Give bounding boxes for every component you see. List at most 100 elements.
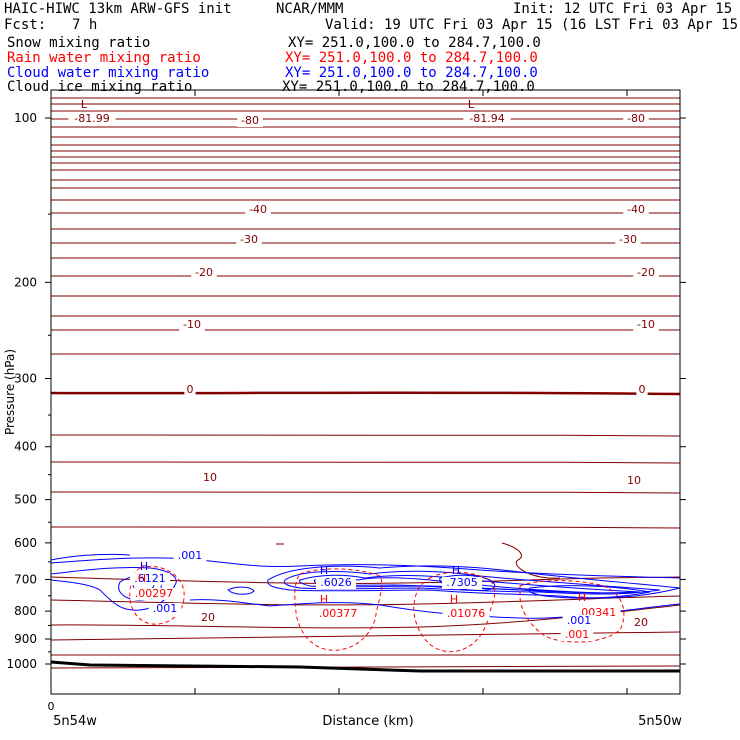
org-label: NCAR/MMM <box>276 1 344 17</box>
y-tick-label: 800 <box>14 604 37 618</box>
isotherm-label-bg <box>200 472 220 484</box>
forecast-label: Fcst: <box>4 17 47 33</box>
extremum-value: .01076 <box>447 607 486 620</box>
extremum-value-bg <box>442 608 490 620</box>
extremum-value-bg <box>442 577 482 589</box>
isotherm-label: -10 <box>637 318 655 331</box>
isotherm-label-bg <box>237 115 263 127</box>
y-tick-label: 500 <box>14 493 37 507</box>
extremum-marker: H <box>138 572 146 585</box>
isotherm-lines <box>50 97 681 529</box>
y-tick-label: 200 <box>14 275 37 289</box>
isotherm-line <box>50 461 681 464</box>
isotherm-label: -20 <box>195 266 213 279</box>
field-name-cloud-water: Cloud water mixing ratio <box>7 65 210 81</box>
y-tick-label: 1000 <box>6 657 37 671</box>
field-name-cloud-ice: Cloud ice mixing ratio <box>7 79 193 95</box>
field-name-snow: Snow mixing ratio <box>7 35 151 51</box>
isotherm-label-bg <box>633 267 659 279</box>
x-left-location-label: 5n54w <box>53 714 97 729</box>
isotherm-label: 10 <box>203 471 217 484</box>
extremum-value-bg <box>314 608 362 620</box>
forecast-hour: 7 h <box>72 17 98 33</box>
isotherm-label-bg <box>184 384 196 396</box>
isotherm-label-bg <box>236 234 262 246</box>
x-right-location-label: 5n50w <box>638 714 682 729</box>
y-tick-label: 100 <box>14 111 37 125</box>
isotherm-line <box>50 434 681 437</box>
x-axis-title: Distance (km) <box>322 714 413 729</box>
extremum-value-bg <box>68 113 116 125</box>
isotherm-label: -80 <box>241 114 259 127</box>
y-tick-label: 700 <box>14 572 37 586</box>
isotherm-label: 10 <box>627 474 641 487</box>
freezing-level-line <box>50 391 681 396</box>
x-start-tick-label: 0 <box>48 700 55 713</box>
isotherm-label-bg <box>245 204 271 216</box>
isotherm-label: -10 <box>183 318 201 331</box>
extremum-value: -81.99 <box>74 112 109 125</box>
plot-frame <box>50 89 681 695</box>
field-name-rain: Rain water mixing ratio <box>7 50 201 66</box>
isotherm-label: -80 <box>627 112 645 125</box>
contour-value-label: .001 <box>567 614 592 627</box>
field-xy-cloud-water: XY= 251.0,100.0 to 284.7,100.0 <box>285 65 538 81</box>
y-tick-label: 300 <box>14 372 37 386</box>
isotherm-label: 0 <box>187 383 194 396</box>
isotherm-label: -40 <box>627 203 645 216</box>
isotherm-label: -30 <box>619 233 637 246</box>
extremum-value: .00297 <box>135 587 174 600</box>
isotherm-label-bg <box>633 319 659 331</box>
contour-value-label-bg <box>562 615 596 627</box>
y-tick-label: 900 <box>14 632 37 646</box>
isotherm-label-bg <box>623 113 649 125</box>
y-tick-label: 400 <box>14 440 37 454</box>
extremum-value: -81.94 <box>469 112 504 125</box>
extremum-value: .6121 <box>134 572 166 585</box>
field-xy-rain: XY= 251.0,100.0 to 284.7,100.0 <box>285 50 538 66</box>
isotherm-label: 20 <box>634 616 648 629</box>
y-tick-label: 600 <box>14 536 37 550</box>
isotherm-label-bg <box>179 319 205 331</box>
extremum-value: .7305 <box>446 576 478 589</box>
init-time: Init: 12 UTC Fri 03 Apr 15 <box>513 1 733 17</box>
isotherm-label-bg <box>623 204 649 216</box>
isotherm-label-bg <box>615 234 641 246</box>
isotherm-label: 20 <box>201 611 215 624</box>
boundary-layer-isotherm-2 <box>50 595 681 606</box>
isotherm-label: -20 <box>637 266 655 279</box>
distance-axis <box>50 90 628 694</box>
contour-value-label-bg <box>560 629 594 641</box>
contour-value-label-bg <box>148 603 182 615</box>
isotherm-label-bg <box>636 384 648 396</box>
isotherm-line <box>50 491 681 494</box>
extremum-marker: H <box>140 560 148 573</box>
contour-value-label: .001 <box>153 602 178 615</box>
isotherm-line <box>50 526 681 529</box>
extremum-value: .6026 <box>320 576 352 589</box>
extremum-marker: H <box>452 564 460 577</box>
isotherm-label: -30 <box>240 233 258 246</box>
model-title: HAIC-HIWC 13km ARW-GFS init <box>4 1 232 17</box>
extremum-marker: L <box>468 98 475 111</box>
y-axis-title: Pressure (hPa) <box>3 349 17 435</box>
extremum-value-bg <box>130 588 178 600</box>
extremum-value: .00377 <box>319 607 358 620</box>
isotherm-label: 0 <box>639 383 646 396</box>
isotherm-label-bg <box>191 267 217 279</box>
isotherm-label-bg <box>631 617 651 629</box>
ground-line <box>50 660 680 673</box>
valid-time: Valid: 19 UTC Fri 03 Apr 15 (16 LST Fri … <box>325 17 740 33</box>
extremum-marker: H <box>578 591 586 604</box>
extremum-value-bg <box>316 577 356 589</box>
isotherm-label-bg <box>624 475 644 487</box>
contour-labels: -80 -80 -40 -40 -30 -30 -20 -20 -10 -10 0 0 10 10 20 20… <box>68 98 659 641</box>
extremum-marker: L <box>81 98 88 111</box>
isotherm-label: -40 <box>249 203 267 216</box>
small-wave-contour <box>501 542 561 579</box>
extremum-value-bg <box>130 573 170 585</box>
extremum-marker: H <box>450 593 458 606</box>
isotherm-label-bg <box>198 612 218 624</box>
